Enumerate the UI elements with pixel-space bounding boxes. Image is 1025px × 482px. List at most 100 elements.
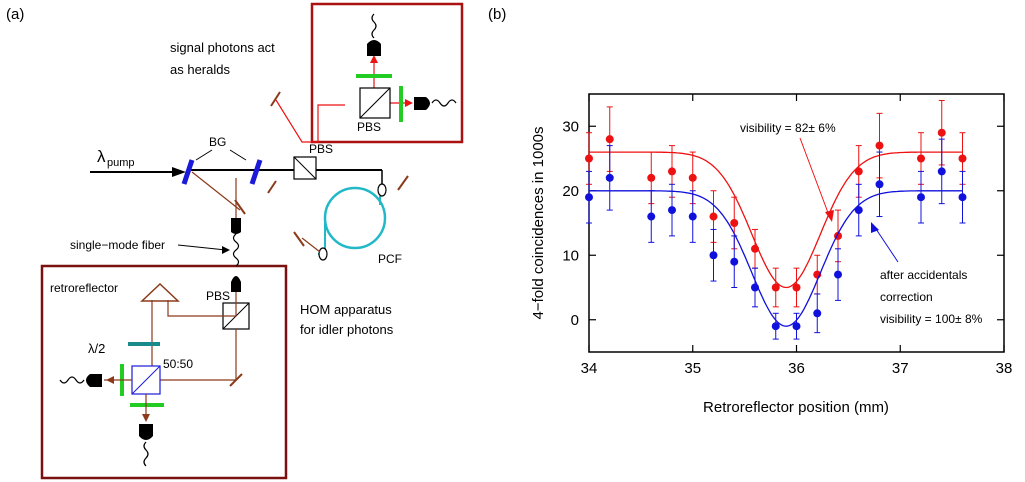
- hom-out-down-arrow: [142, 414, 150, 422]
- signal-caption-1: signal photons act: [170, 40, 275, 55]
- bg-arrow-right: [229, 149, 247, 161]
- pbs-signal-label: PBS: [357, 120, 381, 134]
- data-point: [751, 244, 759, 253]
- annotation-red-pointer: [799, 137, 831, 219]
- pbs-main-diagonal: [293, 156, 317, 180]
- panel-b-label: (b): [488, 6, 506, 23]
- data-point: [854, 167, 863, 176]
- mirror-signal-2: [267, 180, 277, 194]
- data-point: [668, 206, 676, 215]
- retroreflector-icon: [140, 282, 180, 302]
- x-tick-label: 36: [788, 360, 805, 377]
- data-point: [688, 173, 697, 182]
- detector-signal-up-icon: [367, 40, 381, 56]
- beamsplitter-diagonal: [131, 365, 161, 395]
- hom-caption-2: for idler photons: [300, 322, 394, 337]
- x-axis: 34 35 36 37 38: [581, 94, 1013, 377]
- data-point: [771, 283, 780, 292]
- fiber-pointer-head: [222, 246, 230, 254]
- idler-path-hom: [160, 329, 237, 381]
- fiber-hom-left: [59, 376, 85, 384]
- annotation-red: visibility = 82± 6%: [740, 121, 836, 135]
- x-tick-label: 38: [996, 360, 1013, 377]
- data-point: [813, 309, 822, 318]
- fiber-label: single−mode fiber: [70, 238, 165, 252]
- mirror-pcf-right: [397, 175, 409, 191]
- y-tick-label: 0: [571, 312, 579, 329]
- lens-top-icon: [377, 183, 387, 197]
- hom-out-left-arrow: [106, 376, 114, 384]
- fiber-signal-right: [431, 99, 457, 107]
- data-point: [730, 219, 739, 227]
- mirror-pcf-left: [293, 231, 305, 247]
- panel-a: (a) λ pump BG PCF PBS: [6, 2, 464, 480]
- pcf-coil: [323, 186, 387, 250]
- data-point: [647, 212, 656, 221]
- signal-right-arrow: [405, 99, 413, 107]
- fiber-pointer: [177, 244, 227, 251]
- annotation-blue-3: visibility = 100± 8%: [880, 312, 983, 326]
- data-series: [585, 99, 967, 340]
- y-axis: 0 10 20 30: [562, 118, 1004, 329]
- panel-a-label: (a): [6, 6, 24, 23]
- annotation-red-arrowhead: [825, 210, 834, 222]
- detector-signal-right-icon: [414, 97, 430, 110]
- lens-bottom-icon: [318, 247, 328, 261]
- hom-frame: [40, 264, 288, 480]
- fiber-signal-up: [371, 13, 377, 39]
- y-axis-label: 4−fold coincidences in 1000s: [530, 126, 547, 319]
- hom-caption-1: HOM apparatus: [300, 302, 392, 317]
- annotation-blue-2: correction: [880, 290, 933, 304]
- panel-b: (b) 34 35 36 37 38 0 10 20 30 Retroreflector po…: [488, 6, 1012, 416]
- data-point: [751, 283, 759, 292]
- fiber-coupler-top-icon: [231, 218, 241, 234]
- x-axis-label: Retroreflector position (mm): [703, 399, 889, 416]
- annotation-blue-1: after accidentals: [880, 268, 967, 282]
- mirror-signal-1: [270, 91, 281, 107]
- data-point: [834, 270, 842, 279]
- y-tick-label: 10: [562, 247, 579, 264]
- series-1: [585, 138, 967, 340]
- data-point: [958, 154, 967, 163]
- mirror-left: [234, 199, 246, 215]
- pump-lambda: λ: [97, 147, 106, 166]
- bragg-grating-left: [181, 159, 195, 185]
- signal-path: [275, 99, 345, 143]
- data-point: [917, 154, 925, 163]
- pbs-idler-label: PBS: [206, 289, 230, 303]
- data-point: [709, 251, 718, 260]
- y-tick-label: 30: [562, 118, 579, 135]
- y-tick-label: 20: [562, 183, 579, 200]
- fiber-hom-down: [143, 441, 149, 467]
- retroreflector-label: retroreflector: [50, 281, 118, 295]
- bg-arrow-left: [195, 149, 213, 161]
- data-point: [605, 135, 614, 144]
- data-point: [668, 167, 676, 176]
- annotation-blue-pointer: [873, 225, 899, 263]
- x-tick-label: 35: [684, 360, 701, 377]
- data-point: [688, 212, 697, 221]
- data-point: [937, 128, 946, 137]
- data-point: [937, 167, 946, 176]
- data-point: [585, 193, 593, 202]
- pcf-label: PCF: [378, 252, 402, 266]
- signal-frame: [310, 2, 464, 144]
- bragg-grating-right: [249, 159, 263, 185]
- idler-path-2: [301, 237, 321, 253]
- signal-caption-2: as heralds: [170, 62, 230, 77]
- data-point: [792, 283, 801, 292]
- data-point: [647, 173, 656, 182]
- data-point: [792, 322, 801, 331]
- pump-subscript: pump: [107, 157, 135, 169]
- data-point: [875, 180, 884, 189]
- pump-arrow: [172, 167, 186, 177]
- pbs-signal-diagonal: [359, 87, 391, 119]
- detector-hom-down-icon: [139, 424, 153, 440]
- x-tick-label: 37: [892, 360, 909, 377]
- bs5050-label: 50:50: [163, 357, 193, 371]
- data-point: [709, 212, 718, 221]
- data-point: [875, 141, 884, 150]
- pbs-main-label: PBS: [309, 142, 333, 156]
- single-mode-fiber: [232, 233, 240, 267]
